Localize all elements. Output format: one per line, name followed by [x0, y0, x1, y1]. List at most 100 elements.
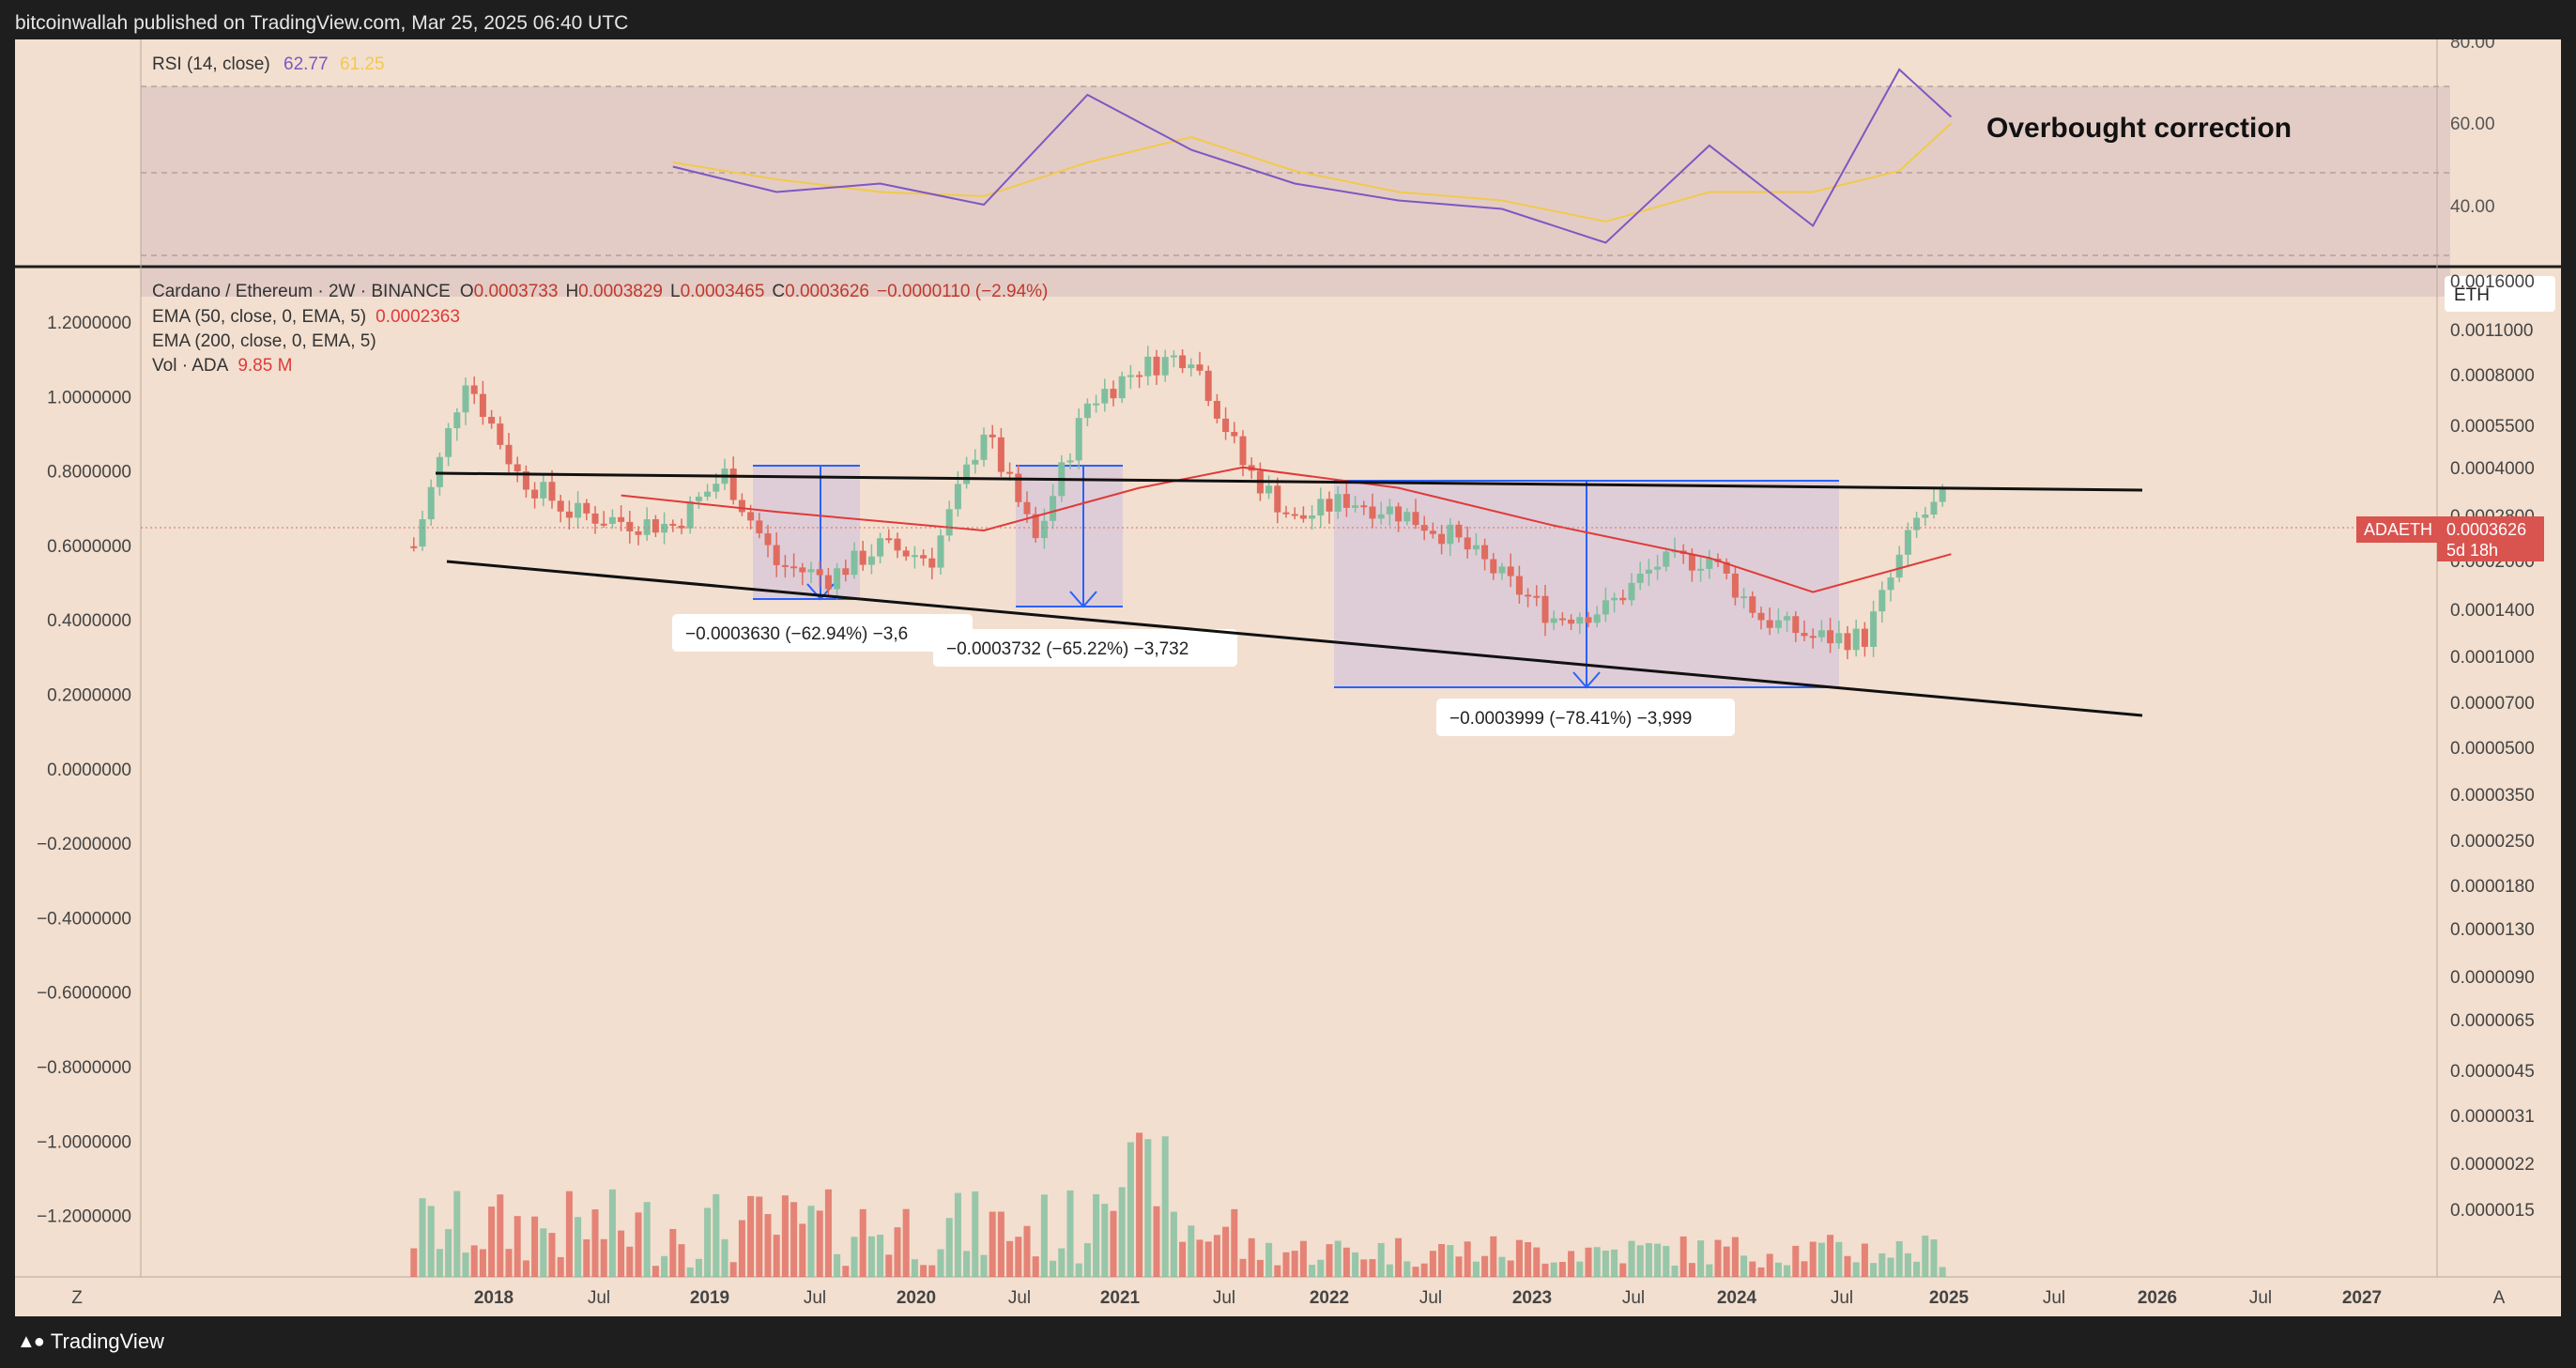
candle-body — [747, 512, 755, 521]
brand-name: TradingView — [50, 1330, 164, 1353]
volume-bar — [626, 1246, 634, 1277]
ohlc-c-label: C — [772, 282, 785, 301]
right-axis-tick: 0.0000250 — [2450, 832, 2535, 852]
volume-bar — [1118, 1187, 1126, 1277]
candles — [410, 346, 1946, 660]
volume-bar — [1188, 1225, 1195, 1277]
candle-body — [1515, 576, 1523, 595]
left-axis-tick: −1.2000000 — [37, 1207, 131, 1227]
chart-area[interactable]: RSI (14, close) 62.77 61.25 80.00 60.00 … — [15, 39, 2561, 1316]
candle-body — [980, 434, 988, 460]
volume-bar — [1144, 1139, 1152, 1277]
lower-trendline[interactable] — [446, 560, 2143, 717]
candle-body — [1749, 596, 1756, 613]
volume-bar — [1222, 1226, 1230, 1277]
volume-bar — [1032, 1256, 1039, 1277]
candle-body — [1774, 620, 1782, 628]
auto-scale-button[interactable]: A — [2493, 1288, 2506, 1308]
measure-label: −0.0003999 (−78.41%) −3,999 — [1449, 709, 1692, 729]
candle-body — [920, 555, 928, 559]
volume-bar — [453, 1191, 461, 1277]
candle-body — [1723, 561, 1730, 574]
price-tag: 0.0003626 — [2446, 520, 2526, 539]
candle-body — [453, 412, 461, 429]
upper-trendline[interactable] — [435, 471, 2143, 492]
candle-body — [1541, 595, 1549, 623]
volume-bar — [1801, 1261, 1808, 1277]
time-axis-tick: Jul — [1213, 1288, 1235, 1308]
volume-bar — [514, 1216, 521, 1277]
volume-bar — [1784, 1265, 1791, 1277]
candle-body — [1766, 620, 1773, 628]
volume-bar — [1749, 1261, 1756, 1277]
volume-bar — [747, 1195, 755, 1277]
volume-bar — [1455, 1256, 1463, 1277]
volume-bar — [1204, 1241, 1212, 1277]
candle-body — [1706, 558, 1713, 569]
rsi-tick: 60.00 — [2450, 115, 2495, 134]
volume-bar — [1887, 1257, 1894, 1277]
volume-bar — [1558, 1262, 1566, 1277]
volume-bar — [1861, 1243, 1868, 1277]
volume-bar — [764, 1214, 772, 1277]
volume-bar — [1110, 1210, 1117, 1277]
candle-body — [972, 459, 979, 465]
main-legend-header: Cardano / Ethereum · 2W · BINANCE O0.0003… — [152, 282, 1048, 301]
tradingview-logo[interactable]: ▲● TradingView — [17, 1330, 164, 1354]
left-axis-tick: 0.0000000 — [47, 761, 131, 780]
volume-bar — [713, 1193, 720, 1277]
volume-bar — [1317, 1259, 1325, 1277]
volume-bar — [436, 1249, 443, 1277]
time-axis-tick: 2020 — [897, 1288, 936, 1308]
volume-bar — [1697, 1240, 1705, 1277]
volume-bar — [1213, 1235, 1220, 1277]
volume-bar — [488, 1207, 496, 1277]
right-axis-tick: 0.0000022 — [2450, 1155, 2535, 1175]
candle-body — [713, 484, 720, 492]
candle-body — [626, 521, 634, 531]
candle-body — [1342, 494, 1350, 508]
candle-body — [686, 500, 694, 529]
time-axis-tick: 2024 — [1717, 1288, 1757, 1308]
right-axis-tick: 0.0008000 — [2450, 366, 2535, 386]
time-axis-tick: 2019 — [690, 1288, 729, 1308]
candle-body — [859, 550, 866, 565]
measure-box[interactable] — [1016, 466, 1123, 607]
candle-body — [557, 500, 564, 512]
measure-box[interactable] — [753, 466, 860, 599]
right-axis-tick: 0.0000130 — [2450, 920, 2535, 940]
footer-bar: ▲● TradingView — [0, 1316, 2576, 1368]
candle-body — [824, 575, 832, 590]
volume-bar — [643, 1202, 651, 1277]
price-tag-box — [2437, 516, 2544, 561]
candle-body — [1628, 582, 1635, 601]
zoom-reset-button[interactable]: Z — [71, 1288, 83, 1308]
volume-bar — [1231, 1208, 1238, 1277]
candle-body — [1844, 633, 1851, 651]
volume-bar — [859, 1208, 866, 1277]
candle-body — [695, 496, 702, 501]
candle-body — [1490, 559, 1497, 574]
volume-bar — [557, 1256, 564, 1277]
candle-body — [1050, 496, 1057, 521]
time-axis-tick: 2025 — [1929, 1288, 1970, 1308]
right-axis-tick: 0.0005500 — [2450, 417, 2535, 437]
ohlc-h: 0.0003829 — [578, 282, 663, 301]
candle-body — [1568, 619, 1575, 624]
symbol-tag: ADAETH — [2364, 520, 2432, 539]
time-axis[interactable]: 2018 Jul 2019 Jul 2020 Jul 2021 Jul 2022 Jul 2023 J… — [474, 1288, 2382, 1308]
candle-body — [1697, 568, 1705, 571]
currency-button[interactable] — [2445, 276, 2555, 312]
candle-body — [470, 385, 478, 394]
volume-bar — [773, 1235, 780, 1277]
countdown-tag: 5d 18h — [2446, 541, 2498, 560]
ohlc-c: 0.0003626 — [785, 282, 869, 301]
volume-bar — [695, 1258, 702, 1277]
volume-bar — [799, 1223, 806, 1277]
volume-bar — [1498, 1256, 1506, 1277]
tradingview-logo-icon: ▲● — [17, 1330, 45, 1352]
right-axis-tick: 0.0000065 — [2450, 1011, 2535, 1031]
left-axis-tick: 1.2000000 — [47, 314, 131, 333]
candle-body — [1265, 485, 1273, 494]
measure-tools[interactable]: −0.0003630 (−62.94%) −3,6 −0.0003732 (−65… — [672, 465, 1839, 736]
